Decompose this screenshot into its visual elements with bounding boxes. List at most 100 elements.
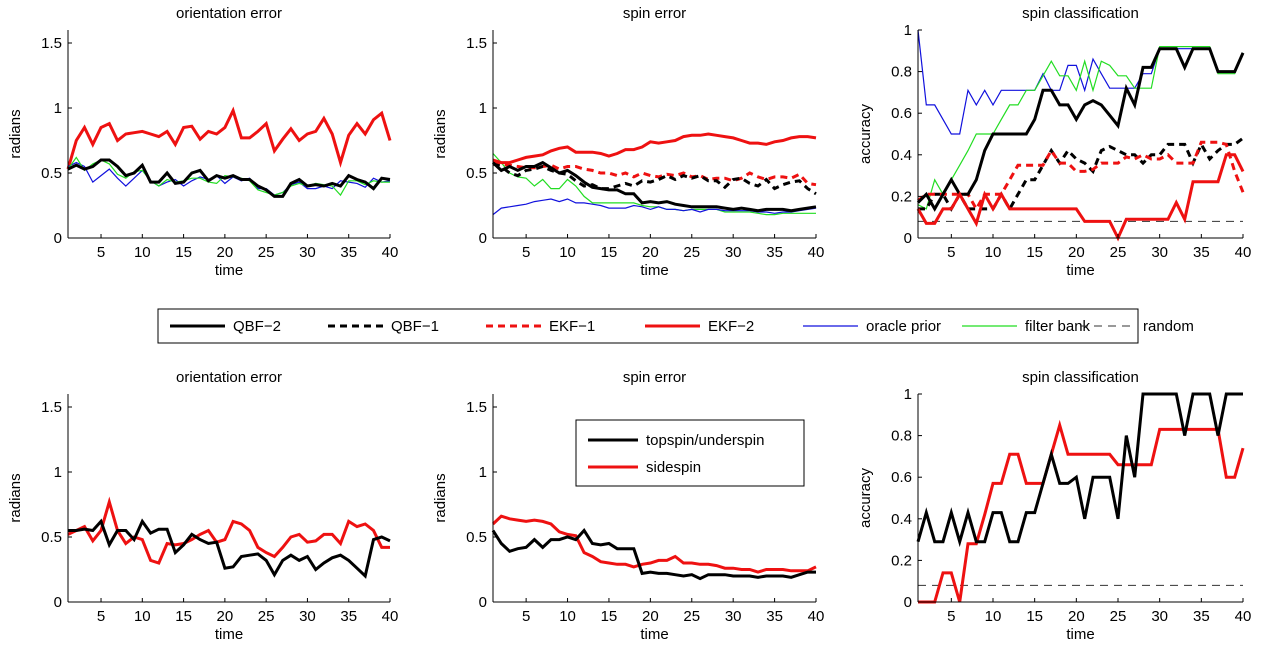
- x-tick-label: 15: [1026, 244, 1043, 261]
- y-tick-label: 0.5: [466, 529, 487, 546]
- series-line-ekf-2: [492, 132, 817, 165]
- series-line-topspin-underspin: [916, 392, 1243, 548]
- y-tick-label: 0.5: [466, 165, 487, 182]
- chart-panel-4: 5 10 15 20 25 30 35 40 0 0.5 1 1.5 orientation error…: [7, 369, 398, 643]
- x-tick-label: 40: [1235, 608, 1252, 625]
- x-tick-label: 35: [1193, 608, 1210, 625]
- legend-entry-label: EKF−1: [549, 318, 595, 335]
- x-tick-label: 25: [683, 244, 700, 261]
- y-axis-label: radians: [432, 473, 449, 522]
- y-tick-label: 1: [479, 100, 487, 117]
- y-tick-label: 0: [54, 594, 62, 611]
- y-tick-label: 0.5: [41, 165, 62, 182]
- x-tick-label: 15: [1026, 608, 1043, 625]
- x-tick-label: 25: [1110, 608, 1127, 625]
- panel-legend: topspin/underspin sidespin: [575, 419, 805, 487]
- chart-panel-5: 5 10 15 20 25 30 35 40 0 0.5 1 1.5 spin error time rad…: [432, 369, 824, 643]
- x-axis-label: time: [215, 626, 243, 643]
- y-tick-label: 0.8: [891, 64, 912, 81]
- series-line-ekf-2: [66, 106, 392, 170]
- plot-area: [68, 394, 390, 602]
- series-line-filter-bank: [917, 45, 1244, 210]
- y-axis-label: radians: [7, 109, 24, 158]
- shared-legend: QBF−2 QBF−1 EKF−1 EKF−2 oracle prior filter b…: [157, 308, 1194, 344]
- x-tick-label: 40: [382, 608, 399, 625]
- x-tick-label: 40: [808, 608, 825, 625]
- x-tick-label: 20: [1068, 608, 1085, 625]
- x-tick-label: 5: [522, 608, 530, 625]
- x-tick-label: 20: [642, 608, 659, 625]
- x-tick-label: 20: [1068, 244, 1085, 261]
- x-tick-label: 10: [134, 244, 151, 261]
- series-line-qbf-1: [918, 136, 1244, 212]
- chart-title: spin classification: [1022, 5, 1139, 22]
- x-tick-label: 5: [947, 244, 955, 261]
- legend-entry-label: QBF−1: [391, 318, 439, 335]
- x-tick-label: 30: [299, 244, 316, 261]
- y-tick-label: 1.5: [466, 399, 487, 416]
- x-tick-label: 35: [340, 608, 357, 625]
- series-line-ekf-2: [916, 153, 1245, 242]
- x-tick-label: 25: [683, 608, 700, 625]
- y-axis-label: accuracy: [857, 467, 874, 528]
- x-tick-label: 5: [97, 244, 105, 261]
- chart-panel-2: 5 10 15 20 25 30 35 40 0 0.5 1 1.5 spin error time rad…: [432, 5, 824, 279]
- y-tick-label: 0.6: [891, 105, 912, 122]
- x-tick-label: 25: [258, 608, 275, 625]
- x-tick-label: 35: [766, 608, 783, 625]
- x-tick-label: 20: [642, 244, 659, 261]
- y-tick-label: 1.5: [466, 35, 487, 52]
- series-line-sidespin: [918, 419, 1245, 604]
- x-tick-label: 10: [559, 244, 576, 261]
- x-tick-label: 40: [1235, 244, 1252, 261]
- x-axis-label: time: [640, 262, 668, 279]
- series-line-topspin-underspin: [68, 518, 391, 579]
- series-line-qbf-2: [67, 158, 391, 198]
- y-tick-label: 0.2: [891, 552, 912, 569]
- x-tick-label: 10: [134, 608, 151, 625]
- panel-legend-box: [575, 419, 805, 487]
- series-line-sidespin: [67, 496, 390, 565]
- y-tick-label: 0: [54, 230, 62, 247]
- x-tick-label: 15: [601, 608, 618, 625]
- y-tick-label: 0: [904, 594, 912, 611]
- x-tick-label: 35: [340, 244, 357, 261]
- y-tick-label: 0.4: [891, 511, 912, 528]
- chart-panel-1: 5 10 15 20 25 30 35 40 0 0.5 1 1.5 orientation error…: [7, 5, 398, 279]
- x-tick-label: 30: [725, 608, 742, 625]
- series-line-filter-bank: [492, 153, 816, 216]
- chart-title: spin error: [623, 5, 686, 22]
- chart-title: orientation error: [176, 369, 282, 386]
- legend-entry-label: filter bank: [1025, 318, 1091, 335]
- y-tick-label: 0: [479, 594, 487, 611]
- y-tick-label: 0.6: [891, 469, 912, 486]
- x-tick-label: 10: [559, 608, 576, 625]
- series-line-qbf-2: [491, 160, 817, 213]
- legend-entry-label: sidespin: [646, 459, 701, 476]
- y-tick-label: 1: [904, 22, 912, 39]
- y-tick-label: 0.4: [891, 147, 912, 164]
- x-tick-label: 35: [766, 244, 783, 261]
- chart-title: spin classification: [1022, 369, 1139, 386]
- y-tick-label: 0.5: [41, 529, 62, 546]
- x-tick-label: 25: [258, 244, 275, 261]
- plot-area: [68, 30, 390, 238]
- x-tick-label: 15: [175, 244, 192, 261]
- x-tick-label: 15: [175, 608, 192, 625]
- x-axis-label: time: [215, 262, 243, 279]
- x-axis-label: time: [1066, 626, 1094, 643]
- y-axis-label: radians: [432, 109, 449, 158]
- x-tick-label: 30: [299, 608, 316, 625]
- x-tick-label: 30: [1151, 244, 1168, 261]
- series-line-oracle-prior: [492, 198, 817, 216]
- legend-entry-label: random: [1143, 318, 1194, 335]
- y-tick-label: 1.5: [41, 399, 62, 416]
- x-tick-label: 5: [947, 608, 955, 625]
- legend-entry-label: topspin/underspin: [646, 432, 764, 449]
- series-line-topspin-underspin: [491, 528, 816, 581]
- y-tick-label: 0: [904, 230, 912, 247]
- x-tick-label: 25: [1110, 244, 1127, 261]
- y-tick-label: 0.8: [891, 428, 912, 445]
- legend-entry-label: oracle prior: [866, 318, 941, 335]
